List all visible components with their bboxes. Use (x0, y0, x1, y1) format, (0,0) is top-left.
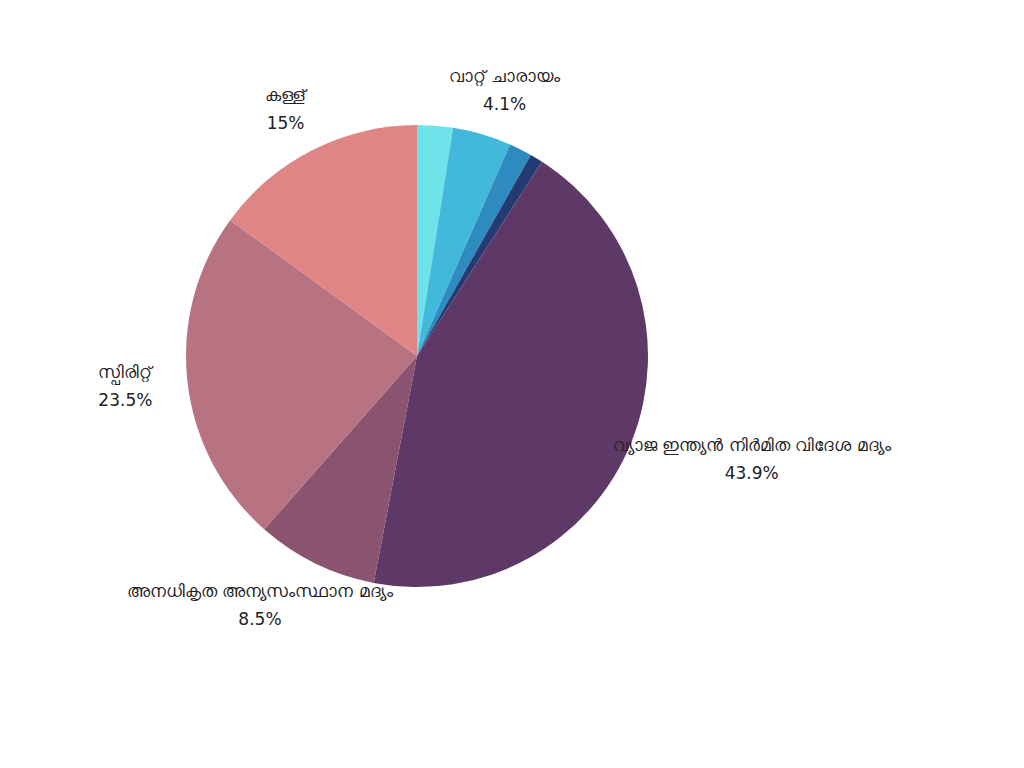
slice-label: അനധികൃത അന്യസംസ്ഥാന മദ്യം 8.5% (127, 581, 394, 629)
slice-label: വ്യാജ ഇന്ത്യൻ നിർമിത വിദേശ മദ്യം 43.9% (613, 435, 892, 483)
category-label: വാറ്റ് ചാരായം (449, 66, 561, 87)
category-label: വ്യാജ ഇന്ത്യൻ നിർമിത വിദേശ മദ്യം (613, 435, 892, 455)
slice-label: കള്ള് 15% (265, 85, 308, 133)
value-label: 8.5% (238, 609, 281, 629)
value-label: 23.5% (98, 390, 152, 410)
value-label: 15% (267, 113, 305, 133)
pie-slice (230, 125, 417, 356)
slice-label: സ്പിരിറ്റ് 23.5% (98, 362, 154, 410)
category-label: സ്പിരിറ്റ് (98, 362, 154, 386)
category-label: കള്ള് (265, 85, 308, 105)
labels: വാറ്റ് ചാരായം 4.1% വ്യാജ ഇന്ത്യൻ നിർമിത വി… (98, 66, 891, 629)
category-label: അനധികൃത അന്യസംസ്ഥാന മദ്യം (127, 581, 394, 601)
value-label: 4.1% (483, 94, 526, 114)
chart: വാറ്റ് ചാരായം 4.1% വ്യാജ ഇന്ത്യൻ നിർമിത വി… (0, 0, 1024, 768)
slice-label: വാറ്റ് ചാരായം 4.1% (449, 66, 561, 114)
value-label: 43.9% (725, 463, 779, 483)
slices (186, 125, 648, 587)
